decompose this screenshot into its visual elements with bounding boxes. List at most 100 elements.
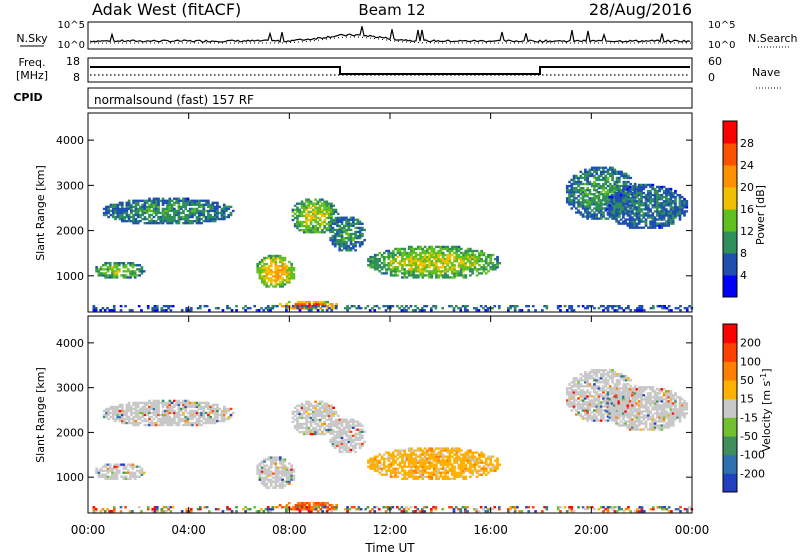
power-cell: [389, 304, 392, 308]
power-cell: [629, 207, 632, 210]
power-cell: [218, 217, 222, 221]
power-cell: [197, 203, 201, 207]
power-cell: [584, 176, 587, 180]
velocity-cell: [193, 421, 197, 425]
power-cell: [674, 216, 677, 219]
power-cell: [653, 216, 657, 219]
velocity-cell: [307, 432, 311, 436]
power-cell: [213, 219, 217, 223]
velocity-cell: [152, 403, 156, 407]
velocity-cell: [336, 442, 339, 446]
power-cell: [288, 275, 291, 278]
power-cell: [559, 309, 562, 312]
power-cell: [345, 228, 348, 232]
power-cell: [387, 249, 391, 253]
colorbar-segment: [723, 165, 737, 188]
velocity-cell: [106, 471, 110, 474]
power-cell: [624, 307, 628, 310]
power-cell: [285, 279, 289, 282]
velocity-cell: [132, 403, 135, 407]
power-cell: [327, 226, 331, 230]
power-cell: [685, 202, 689, 205]
velocity-cell: [394, 461, 397, 464]
power-cell: [112, 304, 116, 308]
power-cell: [307, 229, 311, 232]
velocity-cell: [428, 471, 431, 474]
power-cell: [610, 216, 614, 219]
velocity-cell: [437, 469, 440, 472]
velocity-cell: [401, 477, 404, 480]
power-cell: [471, 270, 474, 273]
velocity-cell: [428, 455, 431, 458]
power-cell: [637, 183, 641, 187]
velocity-cell: [446, 469, 450, 472]
power-cell: [622, 309, 626, 312]
power-cell: [271, 304, 275, 308]
velocity-cell: [161, 411, 165, 415]
power-cell: [570, 304, 574, 308]
power-cell: [336, 240, 339, 244]
power-cell: [602, 176, 605, 180]
power-cell: [148, 215, 151, 219]
power-cell: [359, 307, 363, 310]
power-cell: [283, 269, 287, 272]
velocity-cell: [170, 419, 174, 423]
velocity-cell: [177, 417, 181, 421]
power-cell: [667, 222, 671, 225]
velocity-cell: [182, 423, 185, 427]
power-cell: [274, 264, 278, 268]
power-cell: [186, 213, 190, 217]
power-cell: [597, 211, 601, 214]
power-cell: [658, 193, 661, 197]
power-cell: [619, 210, 623, 213]
power-cell: [152, 199, 156, 202]
power-cell: [281, 285, 284, 288]
velocity-cell: [148, 415, 151, 419]
velocity-cell: [572, 389, 576, 392]
power-cell: [457, 307, 460, 310]
power-cell: [581, 193, 585, 196]
power-cell: [421, 255, 425, 259]
velocity-cell: [347, 446, 351, 450]
velocity-cell: [154, 403, 158, 407]
velocity-cell: [102, 469, 105, 472]
velocity-cell: [170, 409, 174, 413]
power-cell: [132, 201, 135, 204]
power-cell: [450, 264, 454, 267]
power-cell: [613, 170, 617, 173]
power-cell: [356, 222, 360, 226]
power-cell: [229, 205, 233, 209]
power-cell: [644, 183, 648, 187]
velocity-cell: [496, 461, 499, 464]
velocity-cell: [349, 420, 353, 423]
power-cell: [604, 195, 608, 198]
velocity-cell: [220, 415, 224, 419]
velocity-cell: [354, 428, 357, 431]
power-cell: [405, 255, 409, 259]
velocity-cell: [272, 472, 275, 475]
power-cell: [619, 206, 623, 209]
power-cell: [626, 202, 630, 205]
velocity-cell: [441, 457, 445, 460]
velocity-cell: [186, 399, 190, 403]
power-cell: [222, 217, 226, 221]
velocity-cell: [349, 418, 353, 421]
power-cell: [214, 307, 218, 310]
velocity-cell: [338, 442, 342, 446]
power-cell: [478, 255, 481, 259]
power-cell: [202, 211, 206, 215]
power-cell: [658, 187, 661, 191]
power-cell: [525, 304, 528, 308]
power-cell: [473, 266, 477, 269]
power-cell: [432, 255, 436, 259]
velocity-cell: [265, 474, 269, 477]
power-cell: [462, 270, 465, 273]
power-cell: [358, 240, 362, 244]
power-cell: [457, 274, 461, 277]
velocity-cell: [421, 459, 425, 462]
power-cell: [276, 279, 280, 282]
velocity-cell: [484, 457, 488, 460]
power-cell: [296, 222, 299, 226]
power-cell: [387, 268, 391, 271]
power-cell: [471, 253, 474, 257]
